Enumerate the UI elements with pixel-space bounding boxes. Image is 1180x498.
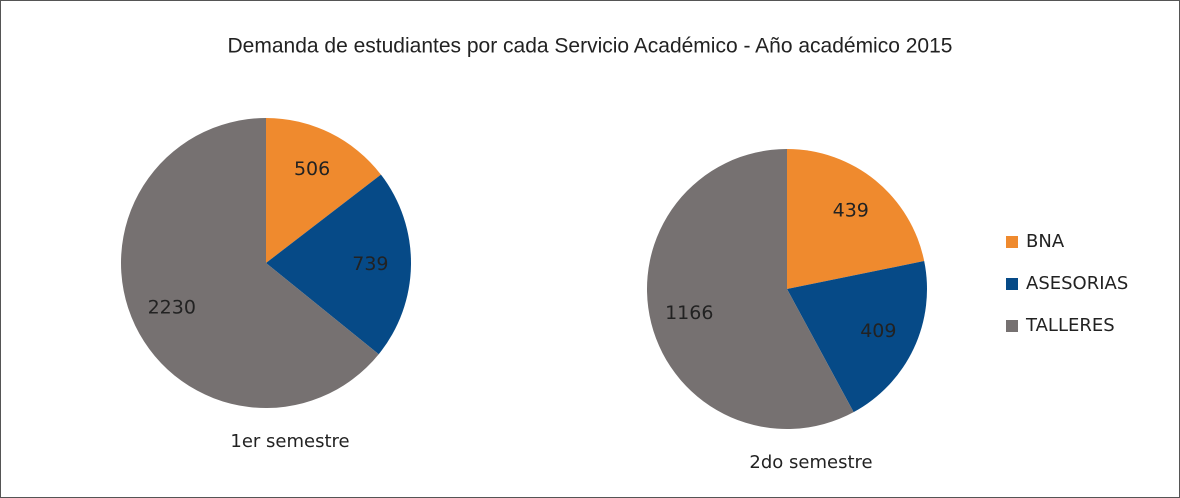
chart-title: Demanda de estudiantes por cada Servicio… [228, 35, 953, 58]
pie-slice [787, 149, 925, 289]
pie-slice [121, 118, 379, 409]
data-label: 409 [860, 320, 896, 342]
pie-slice [266, 118, 381, 263]
legend-swatch [1006, 278, 1018, 290]
data-label: 2230 [148, 296, 196, 318]
data-label: 439 [833, 199, 869, 221]
data-label: 1166 [665, 302, 713, 324]
legend-swatch [1006, 236, 1018, 248]
pie-slice [787, 261, 928, 413]
legend-swatch [1006, 320, 1018, 332]
pie-title: 2do semestre [749, 452, 872, 473]
data-label: 506 [294, 158, 330, 180]
pie-title: 1er semestre [230, 431, 349, 452]
legend-label: BNA [1026, 231, 1065, 252]
legend-label: TALLERES [1025, 315, 1115, 336]
pie-slice [266, 174, 411, 355]
pie-slice [646, 149, 854, 429]
data-label: 739 [352, 253, 388, 275]
legend-label: ASESORIAS [1026, 273, 1128, 294]
